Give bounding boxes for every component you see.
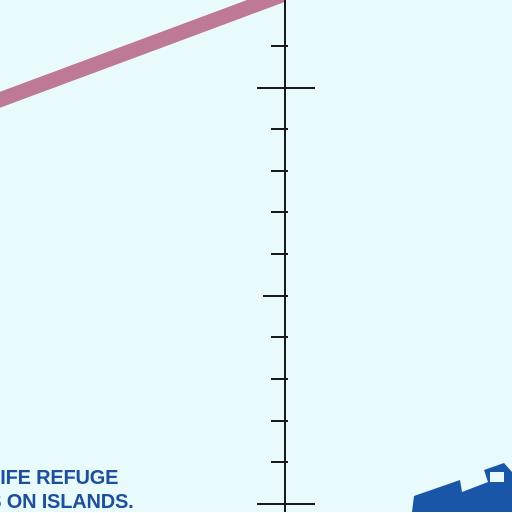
map-label-islands: DS ON ISLANDS. xyxy=(0,491,134,513)
boundary-marker xyxy=(412,463,512,512)
scale-ticks xyxy=(257,0,315,512)
boundary-marker-notch xyxy=(490,472,504,482)
route-line xyxy=(0,0,285,108)
map-label-refuge: DLIFE REFUGE xyxy=(0,467,119,489)
